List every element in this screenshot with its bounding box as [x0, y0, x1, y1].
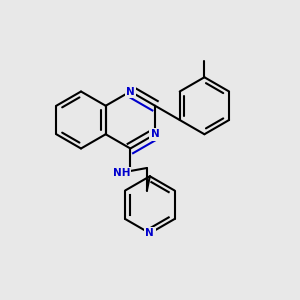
Text: N: N	[146, 228, 154, 238]
Text: NH: NH	[112, 167, 130, 178]
Text: N: N	[126, 86, 135, 97]
Text: N: N	[151, 129, 159, 139]
